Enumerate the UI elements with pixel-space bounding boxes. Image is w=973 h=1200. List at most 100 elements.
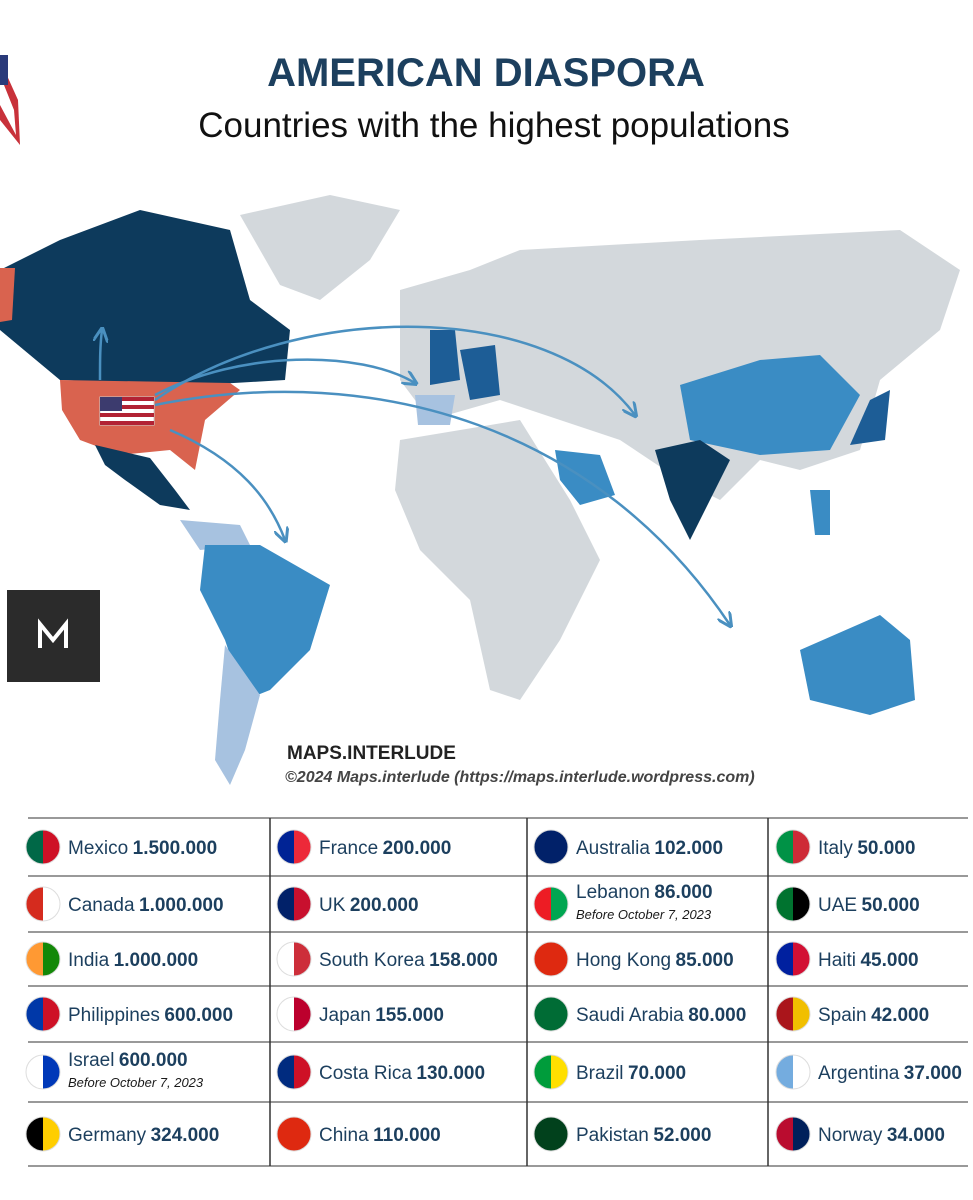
australia: [800, 615, 915, 715]
flag-ring: [25, 941, 61, 977]
value: 80.000: [688, 1005, 746, 1026]
flag-half: [43, 830, 60, 864]
entry: Pakistan 52.000: [576, 1125, 711, 1146]
flag-ring: [533, 886, 569, 922]
value: 200.000: [350, 895, 419, 916]
entry: Hong Kong 85.000: [576, 950, 734, 971]
country: Norway: [818, 1125, 883, 1146]
country: Argentina: [818, 1063, 900, 1084]
flag-ring: [533, 1054, 569, 1090]
flag: [533, 886, 569, 922]
flag: [533, 941, 569, 977]
country: Costa Rica: [319, 1063, 412, 1084]
value: 600.000: [164, 1005, 233, 1026]
china: [680, 355, 860, 455]
entry: Costa Rica 130.000: [319, 1063, 485, 1084]
entry: France 200.000: [319, 838, 451, 859]
value: 34.000: [887, 1125, 945, 1146]
country: UK: [319, 895, 346, 916]
entry: Japan 155.000: [319, 1005, 444, 1026]
country: Mexico: [68, 838, 128, 859]
country: Pakistan: [576, 1125, 649, 1146]
flag: [775, 1054, 811, 1090]
entry: India 1.000.000: [68, 950, 198, 971]
copyright: ©2024 Maps.interlude (https://maps.inter…: [285, 769, 755, 786]
flag-ring: [533, 829, 569, 865]
subtitle: Countries with the highest populations: [198, 106, 789, 145]
flag: [533, 829, 569, 865]
flag-half: [793, 887, 810, 921]
country: Spain: [818, 1005, 867, 1026]
flag-half: [43, 1117, 60, 1151]
flag-half: [294, 887, 311, 921]
flag: [25, 1054, 61, 1090]
entry: Australia 102.000: [576, 838, 723, 859]
argentina: [215, 645, 260, 785]
flag-ring: [775, 941, 811, 977]
flag-half: [551, 942, 568, 976]
flag: [775, 941, 811, 977]
entry: South Korea 158.000: [319, 950, 498, 971]
flag-half: [793, 942, 810, 976]
world-map: [0, 195, 960, 785]
flag-half: [294, 997, 311, 1031]
flag: [25, 996, 61, 1032]
value: 158.000: [429, 950, 498, 971]
flag: [25, 941, 61, 977]
france-germany: [460, 345, 500, 400]
usa-flag: [99, 396, 155, 426]
flag-ring: [775, 829, 811, 865]
flag-ring: [25, 1116, 61, 1152]
flag-half: [551, 830, 568, 864]
flag: [276, 829, 312, 865]
value: 1.000.000: [114, 950, 199, 971]
entry: Canada 1.000.000: [68, 895, 224, 916]
flag-half: [793, 830, 810, 864]
country: Canada: [68, 895, 135, 916]
brazil: [200, 545, 330, 700]
spain: [415, 395, 455, 425]
entry: Philippines 600.000: [68, 1005, 233, 1026]
flag: [533, 996, 569, 1032]
title: AMERICAN DIASPORA: [267, 51, 705, 95]
entry: Italy 50.000: [818, 838, 915, 859]
entry: Lebanon 86.000: [576, 882, 713, 903]
flag-half: [793, 997, 810, 1031]
flag: [533, 1054, 569, 1090]
country: Japan: [319, 1005, 371, 1026]
country: Brazil: [576, 1063, 624, 1084]
flag-ring: [775, 1054, 811, 1090]
flag: [25, 829, 61, 865]
flag-ring: [25, 886, 61, 922]
logo: [7, 590, 100, 682]
country: Lebanon: [576, 882, 650, 903]
flag: [775, 1116, 811, 1152]
flag: [276, 996, 312, 1032]
arrows: [100, 325, 730, 625]
value: 600.000: [119, 1050, 188, 1071]
value: 52.000: [653, 1125, 711, 1146]
flag-half: [551, 997, 568, 1031]
flag-ring: [276, 996, 312, 1032]
value: 155.000: [375, 1005, 444, 1026]
country: Haiti: [818, 950, 856, 971]
flag-ring: [533, 996, 569, 1032]
flag-corner: [0, 55, 20, 150]
flag-ring: [775, 996, 811, 1032]
flag-half: [43, 942, 60, 976]
value: 200.000: [383, 838, 452, 859]
canada: [0, 210, 290, 385]
value: 102.000: [654, 838, 723, 859]
africa: [395, 420, 600, 700]
japan: [850, 390, 890, 445]
entry: Israel 600.000: [68, 1050, 188, 1071]
entry: UK 200.000: [319, 895, 419, 916]
flag-half: [294, 942, 311, 976]
flag-half: [551, 1055, 568, 1089]
entry: Norway 34.000: [818, 1125, 945, 1146]
value: 70.000: [628, 1063, 686, 1084]
greenland: [240, 195, 400, 300]
alaska: [0, 268, 15, 322]
